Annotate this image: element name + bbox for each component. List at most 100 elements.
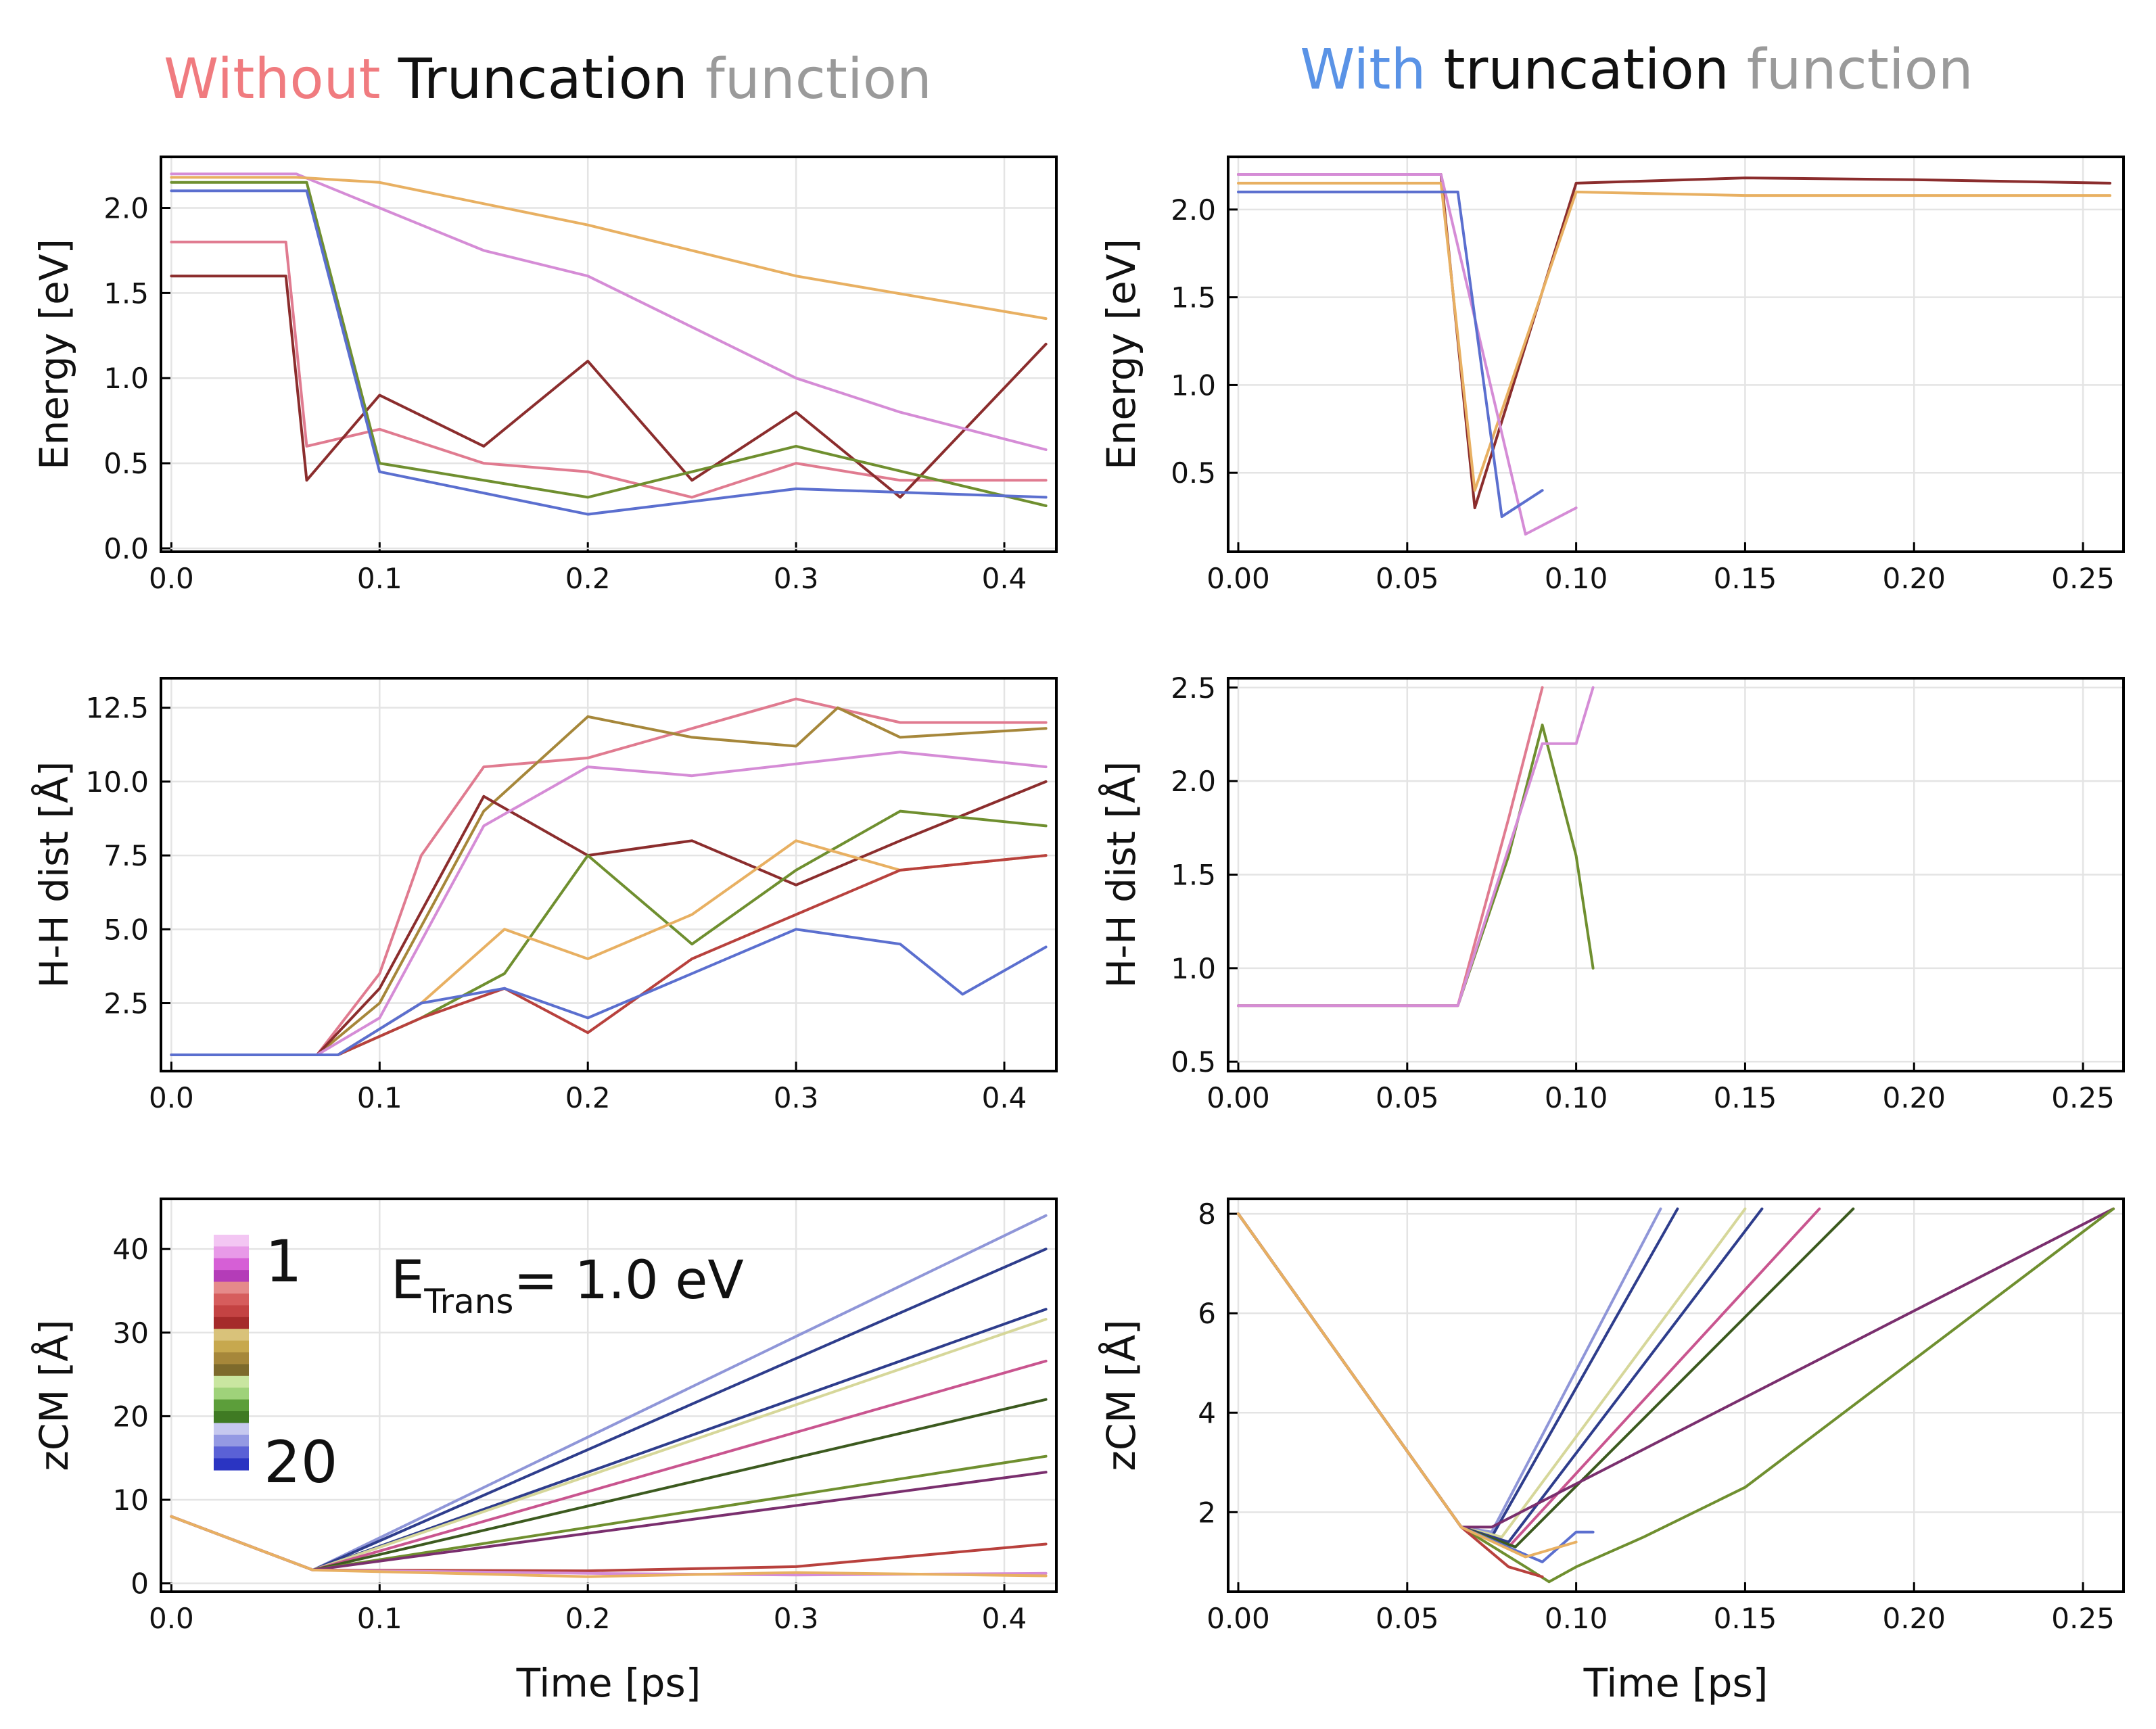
y-tick-label: 0 xyxy=(131,1567,149,1601)
x-tick-label: 0.20 xyxy=(1882,1081,1946,1114)
series-line xyxy=(170,189,1048,516)
right-column-title: With truncation function xyxy=(1300,38,1973,102)
y-tick-label: 1.0 xyxy=(1171,952,1216,985)
x-tick-label: 0.2 xyxy=(565,1602,611,1635)
legend-swatch xyxy=(214,1270,249,1283)
legend-swatch xyxy=(214,1434,249,1447)
x-tick-label: 0.05 xyxy=(1376,562,1439,595)
zcm-no-trunc-panel: 0.0 0.1 0.2 0.3 0.4 0 10 20 30 40 zCM [Å] Time [ps] xyxy=(30,1198,1058,1706)
legend-swatch xyxy=(214,1281,249,1294)
plot-frame xyxy=(160,1198,1058,1593)
energy-no-trunc-series xyxy=(170,172,1048,516)
x-tick-label: 0.4 xyxy=(982,1081,1027,1114)
x-tick-label: 0.10 xyxy=(1545,562,1608,595)
x-tick-label: 0.00 xyxy=(1206,1602,1270,1635)
y-tick-label: 2 xyxy=(1198,1496,1216,1529)
x-tick-label: 0.3 xyxy=(774,1602,819,1635)
legend-swatch xyxy=(214,1305,249,1318)
plot-frame xyxy=(1227,156,2125,553)
y-tick-label: 8 xyxy=(1198,1198,1216,1231)
legend-swatch xyxy=(214,1340,249,1353)
y-tick-label: 2.5 xyxy=(1171,671,1216,705)
y-axis-label: zCM [Å] xyxy=(30,1319,77,1471)
x-tick-label: 0.20 xyxy=(1882,562,1946,595)
y-tick-label: 1.5 xyxy=(1171,859,1216,892)
x-tick-label: 0.05 xyxy=(1376,1081,1439,1114)
x-tick-label: 0.10 xyxy=(1545,1081,1608,1114)
y-axis-label: H-H dist [Å] xyxy=(30,761,77,989)
legend-swatch xyxy=(214,1235,249,1247)
series-line xyxy=(170,240,1048,499)
y-tick-label: 0.5 xyxy=(1171,456,1216,490)
series-line xyxy=(1237,686,1595,1008)
color-legend: 1 20 xyxy=(214,1228,337,1496)
series-line xyxy=(1237,724,1595,1008)
legend-first-label: 1 xyxy=(265,1228,302,1296)
legend-swatches xyxy=(214,1235,249,1471)
legend-swatch xyxy=(214,1411,249,1423)
x-tick-label: 0.15 xyxy=(1714,1602,1777,1635)
x-tick-label: 0.10 xyxy=(1545,1602,1608,1635)
plot-panels: 0.0 0.1 0.2 0.3 0.4 0.0 0.5 1.0 1.5 2.0 Energy [eV… xyxy=(30,156,2125,1706)
legend-last-label: 20 xyxy=(264,1429,337,1496)
x-tick-label: 0.4 xyxy=(982,1602,1027,1635)
y-tick-label: 12.5 xyxy=(85,692,149,725)
energy-no-trunc-panel: 0.0 0.1 0.2 0.3 0.4 0.0 0.5 1.0 1.5 2.0 Energy [eV… xyxy=(31,156,1058,595)
legend-swatch xyxy=(214,1294,249,1306)
plot-frame xyxy=(1227,677,2125,1072)
plot-frame xyxy=(1227,1198,2125,1593)
title-word-function: function xyxy=(705,47,932,112)
series-line xyxy=(170,706,1048,1056)
series-line xyxy=(170,176,1048,321)
series-line xyxy=(1237,190,1544,519)
legend-swatch xyxy=(214,1399,249,1412)
legend-swatch xyxy=(214,1388,249,1400)
plot-frame xyxy=(160,677,1058,1072)
x-tick-label: 0.1 xyxy=(357,1081,402,1114)
legend-swatch xyxy=(214,1329,249,1342)
zcm-trunc-series xyxy=(1237,1207,2115,1584)
series-line xyxy=(1237,686,1544,1008)
x-tick-label: 0.25 xyxy=(2051,562,2115,595)
series-line xyxy=(170,928,1048,1056)
series-line xyxy=(170,181,1048,507)
y-axis-label: H-H dist [Å] xyxy=(1098,761,1144,989)
x-tick-label: 0.05 xyxy=(1376,1602,1439,1635)
legend-swatch xyxy=(214,1423,249,1436)
series-line xyxy=(170,172,1048,451)
series-line xyxy=(1237,1207,1821,1548)
y-tick-label: 10.0 xyxy=(85,765,149,799)
hh-no-trunc-series xyxy=(170,697,1048,1056)
y-tick-label: 1.5 xyxy=(103,277,149,310)
y-tick-label: 7.5 xyxy=(103,839,149,872)
zcm-trunc-panel: 0.00 0.05 0.10 0.15 0.20 0.25 2 4 6 8 zCM [Å] Time … xyxy=(1098,1198,2125,1706)
series-line xyxy=(1237,1207,1662,1534)
series-line xyxy=(170,780,1048,1056)
series-line xyxy=(1237,1207,1679,1539)
x-axis-label: Time [ps] xyxy=(516,1660,701,1706)
annotation-subscript: Trans xyxy=(423,1282,513,1321)
series-line xyxy=(170,275,1048,499)
y-tick-label: 2.0 xyxy=(1171,765,1216,798)
x-tick-label: 0.15 xyxy=(1714,562,1777,595)
y-tick-label: 4 xyxy=(1198,1396,1216,1429)
energy-trunc-panel: 0.00 0.05 0.10 0.15 0.20 0.25 0.5 1.0 1.5 2.0 Ener… xyxy=(1098,156,2125,595)
x-tick-label: 0.1 xyxy=(357,1602,402,1635)
x-tick-label: 0.2 xyxy=(565,562,611,595)
y-tick-label: 2.0 xyxy=(1171,193,1216,227)
series-line xyxy=(1237,173,1578,536)
y-tick-label: 6 xyxy=(1198,1297,1216,1330)
legend-swatch xyxy=(214,1458,249,1471)
hh-trunc-panel: 0.00 0.05 0.10 0.15 0.20 0.25 0.5 1.0 1.5 2.0 2.5 H… xyxy=(1098,671,2125,1114)
annotation-e: E xyxy=(391,1250,424,1311)
y-tick-label: 1.0 xyxy=(1171,369,1216,402)
legend-swatch xyxy=(214,1446,249,1459)
energy-annotation: ETrans= 1.0 eV xyxy=(391,1250,744,1321)
series-line xyxy=(1237,1212,1595,1563)
series-line xyxy=(1237,1207,1855,1548)
y-tick-label: 40 xyxy=(113,1233,149,1266)
x-tick-label: 0.1 xyxy=(357,562,402,595)
energy-trunc-series xyxy=(1237,173,2111,536)
y-axis-label: Energy [eV] xyxy=(31,239,77,470)
